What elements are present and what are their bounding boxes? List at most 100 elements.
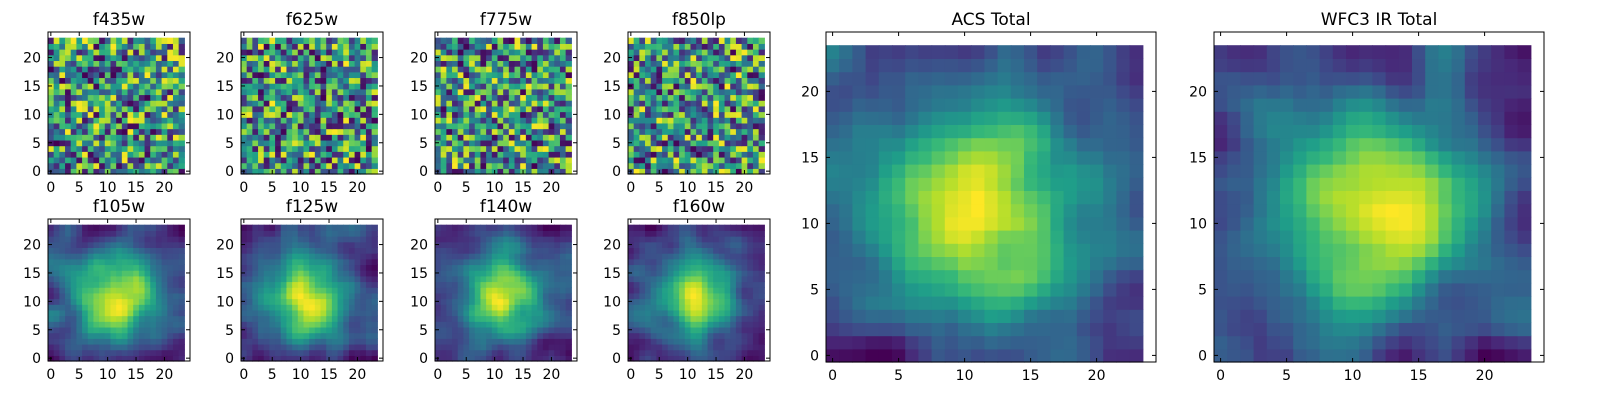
heatmap-cell [497, 247, 504, 254]
heatmap-cell [542, 338, 550, 345]
heatmap-cell [667, 83, 675, 90]
heatmap-cell [650, 117, 657, 124]
y-tick-label: 20 [216, 51, 234, 67]
heatmap-cell [752, 71, 760, 79]
heatmap-cell [639, 332, 646, 339]
heatmap-cell [474, 241, 482, 248]
heatmap-cell [161, 111, 168, 118]
heatmap-cell [241, 315, 248, 322]
heatmap-cell [331, 321, 339, 328]
heatmap-cell [263, 60, 270, 67]
heatmap-cell [667, 304, 675, 311]
heatmap-cell [150, 315, 157, 322]
heatmap-cell [452, 134, 459, 141]
heatmap-cell [110, 145, 117, 152]
heatmap-cell [161, 315, 168, 322]
heatmap-cell [713, 287, 720, 294]
heatmap-cell [537, 83, 544, 90]
heatmap-cell [491, 88, 499, 96]
heatmap-cell [138, 105, 146, 113]
heatmap-cell [679, 168, 686, 175]
heatmap-cell [348, 134, 356, 141]
heatmap-cell [701, 332, 709, 339]
heatmap-cell [486, 94, 493, 101]
heatmap-cell [93, 355, 100, 362]
heatmap-cell [474, 88, 482, 96]
heatmap-cell [297, 88, 305, 96]
heatmap-cell [178, 236, 185, 243]
heatmap-cell [263, 66, 270, 73]
x-tick-label: 15 [127, 367, 145, 383]
heatmap-cell [707, 321, 714, 328]
heatmap-cell [167, 281, 174, 288]
heatmap-cell [110, 241, 117, 248]
heatmap-cell [337, 292, 344, 300]
heatmap-cell [701, 338, 709, 345]
heatmap-cell [53, 281, 60, 288]
heatmap-cell [758, 230, 765, 237]
heatmap-cell [531, 304, 538, 311]
heatmap-cell [127, 71, 134, 79]
heatmap-cell [150, 162, 157, 169]
heatmap-cell [656, 145, 663, 152]
heatmap-cell [116, 145, 123, 152]
heatmap-cell [241, 66, 248, 73]
heatmap-cell [93, 315, 100, 322]
heatmap-cell [292, 241, 299, 248]
heatmap-cell [480, 128, 487, 135]
heatmap-cell [337, 338, 344, 345]
heatmap-cell [542, 100, 550, 107]
heatmap-cell [679, 355, 686, 362]
heatmap-cell [684, 145, 692, 152]
heatmap-cell [741, 151, 748, 158]
heatmap-cell [628, 287, 635, 294]
heatmap-cell [684, 338, 692, 345]
heatmap-cell [656, 77, 663, 84]
heatmap-cell [905, 296, 919, 310]
heatmap-cell [65, 281, 72, 288]
heatmap-cell [497, 49, 504, 56]
heatmap-cell [82, 281, 89, 288]
heatmap-cell [565, 60, 572, 67]
heatmap-cell [480, 122, 487, 130]
heatmap-cell [520, 224, 527, 231]
heatmap-cell [116, 230, 123, 237]
heatmap-cell [662, 145, 669, 152]
heatmap-cell [303, 326, 310, 334]
heatmap-cell [667, 338, 675, 345]
heatmap-cell [87, 156, 95, 164]
heatmap-cell [303, 162, 310, 169]
heatmap-cell [679, 43, 686, 50]
heatmap-cell [252, 338, 259, 345]
heatmap-cell [110, 355, 117, 362]
heatmap-cell [360, 151, 367, 158]
heatmap-cell [70, 230, 77, 237]
heatmap-cell [491, 304, 499, 311]
heatmap-cell [548, 139, 555, 147]
heatmap-cell [246, 258, 253, 266]
heatmap-cell [491, 349, 499, 356]
heatmap-cell [944, 322, 959, 337]
heatmap-cell [309, 287, 316, 294]
heatmap-cell [275, 326, 282, 334]
heatmap-cell [440, 343, 447, 351]
heatmap-cell [348, 275, 356, 283]
heatmap-cell [531, 321, 538, 328]
heatmap-cell [679, 338, 686, 345]
heatmap-cell [474, 168, 482, 175]
heatmap-cell [645, 241, 652, 248]
y-tick-label: 5 [32, 323, 41, 339]
heatmap-cell [503, 349, 510, 356]
heatmap-cell [93, 162, 100, 169]
heatmap-cell [639, 117, 646, 124]
heatmap-cell [628, 60, 635, 67]
heatmap-cell [542, 236, 550, 243]
heatmap-cell [452, 105, 459, 113]
heatmap-cell [121, 315, 129, 322]
heatmap-cell [537, 139, 544, 147]
heatmap-cell [150, 304, 157, 311]
heatmap-cell [446, 287, 453, 294]
heatmap-cell [469, 241, 476, 248]
heatmap-cell [360, 43, 367, 50]
heatmap-cell [82, 145, 89, 152]
